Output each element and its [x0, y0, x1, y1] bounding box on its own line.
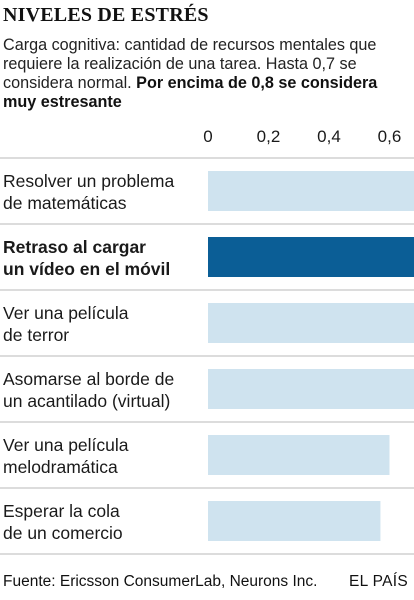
category-label: de un comercio [3, 523, 123, 543]
category-label: Esperar la cola [3, 501, 120, 521]
chart-title: NIVELES DE ESTRÉS [3, 4, 209, 26]
bar [208, 303, 414, 343]
category-label: Ver una película [3, 303, 129, 323]
category-label: Retraso al cargar [3, 237, 146, 257]
tick-label: 0,4 [317, 127, 341, 146]
tick-label: 0,6 [378, 127, 402, 146]
subtitle-emphasis: Por encima de 0,8 se considera muy estre… [3, 74, 378, 111]
category-label: melodramática [3, 457, 118, 477]
bar [208, 171, 414, 211]
category-label: de matemáticas [3, 193, 127, 213]
tick-label: 0 [203, 127, 212, 146]
bar [208, 369, 414, 409]
bar [208, 501, 381, 541]
category-label: un vídeo en el móvil [3, 259, 170, 279]
tick-label: 0,2 [257, 127, 281, 146]
bar-highlight [208, 237, 414, 277]
bar [208, 435, 390, 475]
chart-subtitle: Carga cognitiva: cantidad de recursos me… [3, 36, 411, 112]
category-label: de terror [3, 325, 69, 345]
category-label: un acantilado (virtual) [3, 391, 170, 411]
subtitle-text: Carga cognitiva: cantidad de recursos me… [3, 36, 377, 92]
category-label: Resolver un problema [3, 171, 174, 191]
source-note: Fuente: Ericsson ConsumerLab, Neurons In… [3, 573, 318, 590]
publisher-brand: EL PAÍS [349, 573, 408, 590]
category-label: Ver una película [3, 435, 129, 455]
category-label: Asomarse al borde de [3, 369, 174, 389]
